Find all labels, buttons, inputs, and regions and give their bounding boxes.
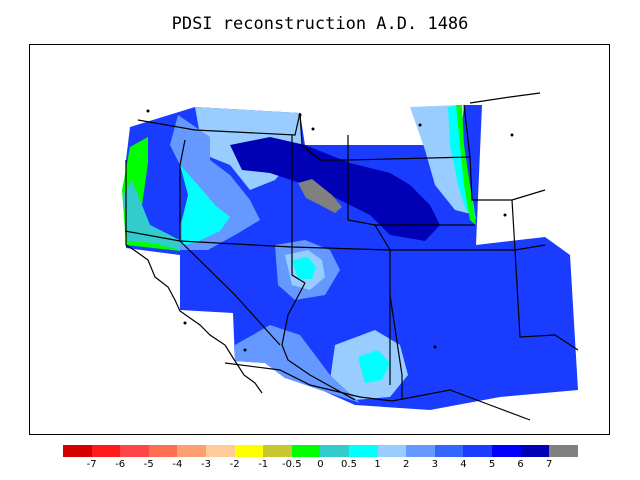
legend-swatch — [492, 445, 522, 457]
lake-mark — [510, 133, 514, 137]
legend-swatch — [63, 445, 93, 457]
legend-swatch — [377, 445, 407, 457]
border-ca-nv-diag — [179, 240, 281, 346]
pdsi-field — [122, 105, 578, 410]
border-pacific-coast — [125, 160, 263, 394]
field-cyan-az — [358, 350, 390, 383]
legend-swatch — [434, 445, 464, 457]
legend-tick-label: -4 — [172, 459, 183, 470]
legend-tick-label: 6 — [517, 459, 524, 470]
state-borders — [124, 92, 579, 421]
legend-swatch — [234, 445, 264, 457]
lake-mark — [183, 321, 187, 325]
field-ne-green — [456, 105, 476, 225]
border-az-nm — [281, 282, 356, 401]
legend-swatch — [291, 445, 321, 457]
legend-swatch — [320, 445, 350, 457]
legend-swatch — [263, 445, 293, 457]
border-tx — [514, 249, 579, 351]
field-cyan-nw — [180, 165, 230, 245]
legend-swatch — [349, 445, 379, 457]
pdsi-map — [122, 92, 579, 421]
legend-tick-label: 1 — [374, 459, 381, 470]
legend-swatch — [206, 445, 236, 457]
field-light-south — [235, 325, 360, 403]
lake-mark — [418, 123, 422, 127]
lake-mark — [503, 213, 507, 217]
border-id-mt — [299, 112, 348, 161]
legend-tick-label: 4 — [460, 459, 467, 470]
lake-mark — [311, 127, 315, 131]
legend-swatch — [406, 445, 436, 457]
legend-tick-label: -2 — [229, 459, 240, 470]
legend-tick-label: 7 — [546, 459, 553, 470]
legend-tick-label: -1 — [258, 459, 269, 470]
legend-swatch — [148, 445, 178, 457]
border-mexico — [224, 362, 531, 421]
lake-mark — [298, 113, 302, 117]
lake-mark — [146, 109, 150, 113]
border-canada — [469, 92, 541, 104]
legend-tick-label: 2 — [403, 459, 410, 470]
color-legend: -7 -6 -5 -4 -3 -2 -1 -0.5 0 0.5 1 2 3 4 5 6 7 — [63, 445, 579, 475]
legend-tick-label: -5 — [143, 459, 154, 470]
legend-swatch — [120, 445, 150, 457]
legend-tick-label: -7 — [86, 459, 97, 470]
border-ne — [511, 199, 516, 251]
border-or-ca-nv — [124, 230, 391, 251]
legend-tick-label: 0 — [317, 459, 324, 470]
legend-swatch — [463, 445, 493, 457]
border-mt-wy — [347, 156, 471, 161]
map-title: PDSI reconstruction A.D. 1486 — [171, 14, 469, 34]
border-nv-ut — [291, 135, 306, 284]
field-deep-core — [230, 137, 440, 241]
border-north — [137, 112, 301, 136]
field-cyan-nv — [292, 257, 316, 279]
legend-tick-label: -0.5 — [282, 459, 302, 470]
legend-swatch — [91, 445, 121, 457]
legend-tick-label: -3 — [201, 459, 211, 470]
legend-tick-label: -6 — [115, 459, 126, 470]
field-coast-teal — [123, 180, 180, 250]
border-az-nm-vertical — [389, 294, 403, 400]
lake-mark — [433, 345, 437, 349]
border-dakotas — [463, 104, 546, 201]
legend-tick-label: 0.5 — [341, 459, 357, 470]
border-wy — [347, 135, 475, 226]
legend-swatch — [177, 445, 207, 457]
legend-swatch — [549, 445, 579, 457]
field-nodata — [298, 179, 342, 213]
legend-tick-label: 3 — [431, 459, 438, 470]
border-ca-nv — [179, 139, 186, 241]
lake-mark — [243, 348, 247, 352]
map-marks — [146, 109, 514, 352]
legend-swatch — [520, 445, 550, 457]
legend-tick-label: 5 — [488, 459, 496, 470]
map-panel — [29, 44, 610, 435]
